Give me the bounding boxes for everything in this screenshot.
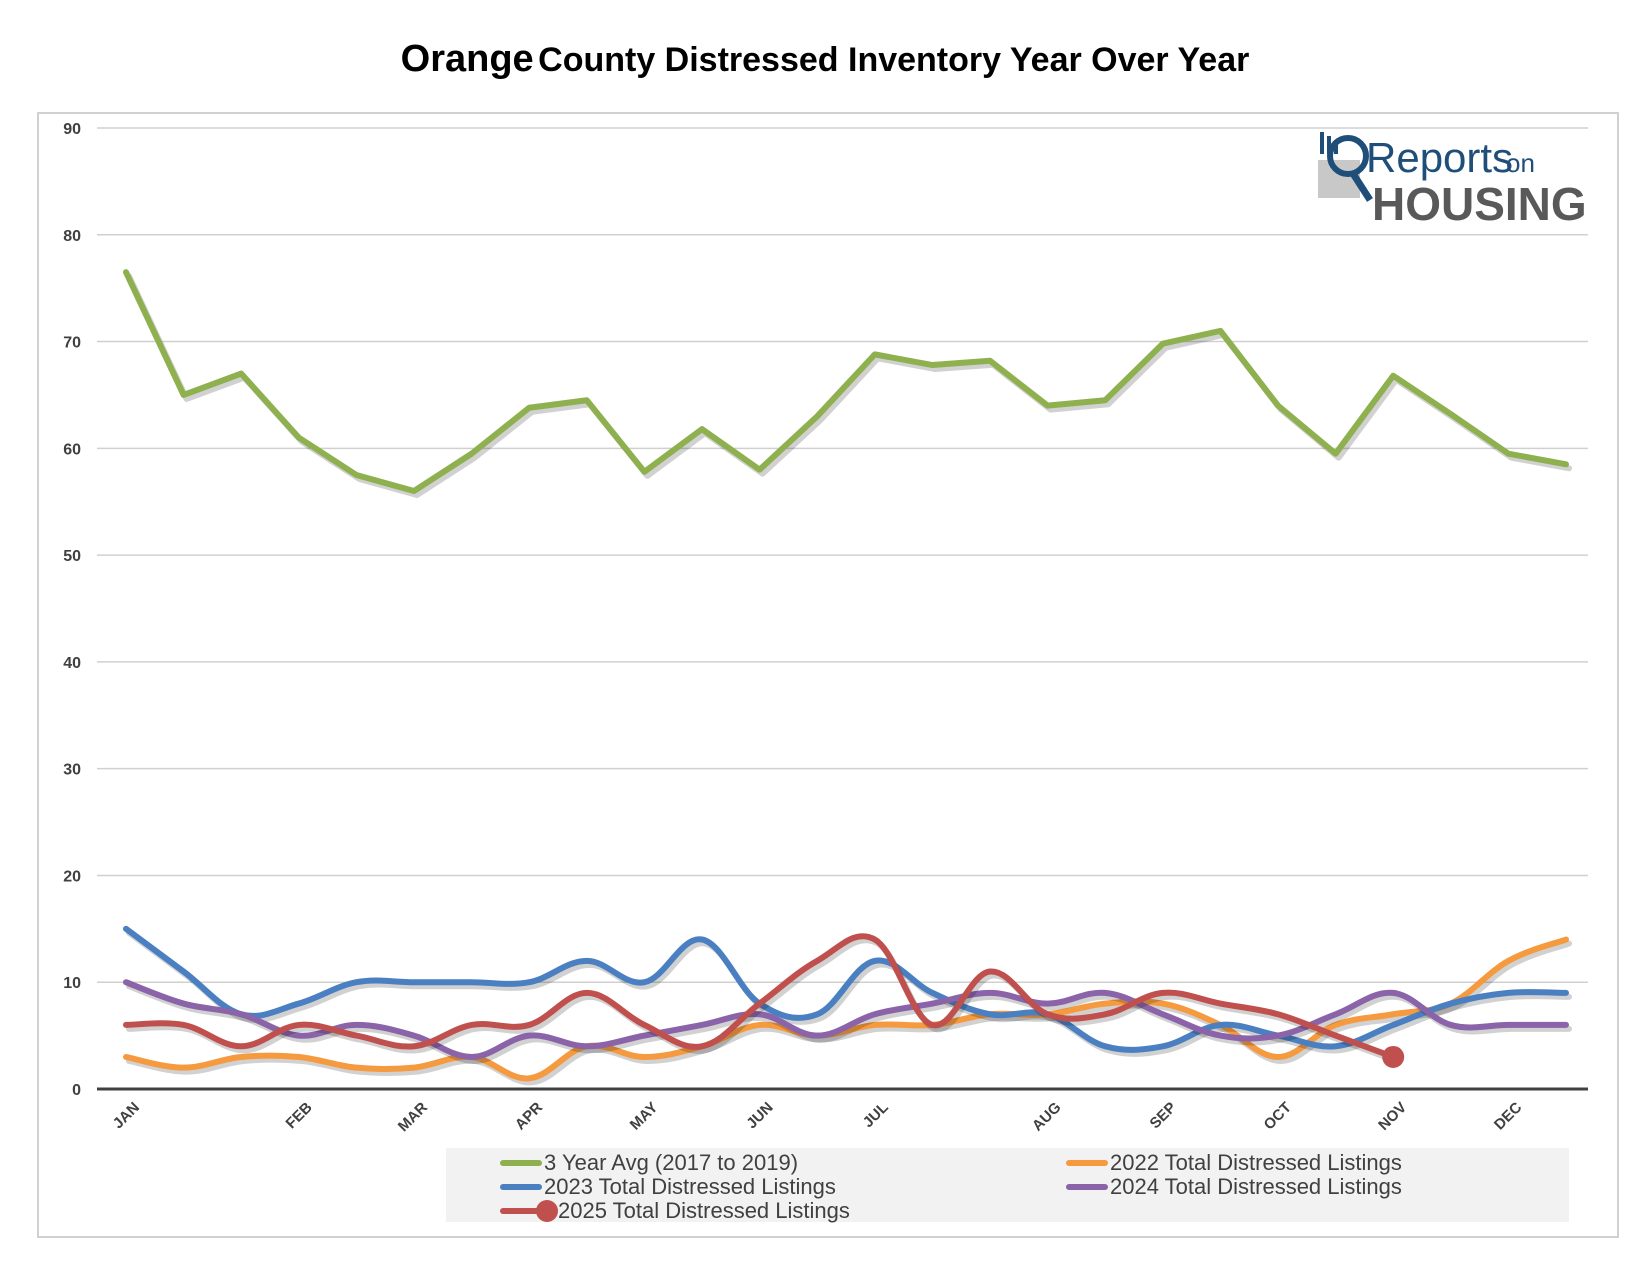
series-lines [123, 269, 1572, 1086]
y-tick-label: 10 [63, 975, 81, 992]
logo-bar-1 [1320, 132, 1324, 154]
series-shadow [126, 929, 1572, 1057]
legend-label: 2025 Total Distressed Listings [558, 1198, 850, 1223]
x-tick-label: DEC [1491, 1099, 1526, 1134]
series-line-3 [123, 979, 1569, 1060]
x-tick-label: JAN [110, 1099, 143, 1132]
series-line-1 [123, 936, 1569, 1082]
series-line-2 [123, 925, 1569, 1053]
y-tick-label: 40 [63, 655, 81, 672]
y-tick-label: 60 [63, 441, 81, 458]
x-tick-label: SEP [1147, 1099, 1180, 1132]
chart-title: Orange County Distressed Inventory Year … [0, 38, 1650, 81]
legend-label: 2024 Total Distressed Listings [1110, 1174, 1402, 1199]
logo-magnifier-icon [1327, 135, 1369, 177]
logo-magnifier-handle [1349, 170, 1373, 202]
y-tick-label: 70 [63, 335, 81, 352]
x-tick-label: AUG [1029, 1099, 1065, 1135]
x-tick-label: MAY [627, 1099, 662, 1134]
x-tick-label: JUL [860, 1099, 892, 1131]
legend-label: 2022 Total Distressed Listings [1110, 1150, 1402, 1175]
legend-label: 3 Year Avg (2017 to 2019) [544, 1150, 798, 1175]
x-tick-label: MAR [395, 1099, 431, 1135]
series-shadow [126, 937, 1400, 1064]
chart-title-first-word: Orange [400, 38, 534, 80]
x-axis-tick-labels: JAN FEB MAR APR MAY JUN JUL AUG SEP OCT NOV DEC [110, 1099, 1526, 1135]
series-line-4 [123, 933, 1397, 1060]
logo-on-text: on [1506, 148, 1535, 178]
series-shadow [126, 983, 1572, 1064]
y-tick-label: 50 [63, 548, 81, 565]
series-shadow [126, 940, 1572, 1086]
x-tick-label: OCT [1261, 1099, 1295, 1133]
reports-on-housing-logo: Reports on HOUSING [1318, 132, 1587, 230]
legend-background [446, 1148, 1569, 1222]
y-tick-label: 20 [63, 868, 81, 885]
series-last-point-marker [1382, 1045, 1405, 1068]
chart-frame [37, 112, 1619, 1238]
x-tick-label: FEB [283, 1099, 316, 1132]
logo-bar-2 [1327, 136, 1331, 154]
logo-reports-text: Reports [1366, 134, 1513, 181]
logo-housing-text: HOUSING [1372, 178, 1587, 230]
x-tick-label: JUN [743, 1099, 776, 1132]
y-tick-label: 30 [63, 762, 81, 779]
y-tick-label: 80 [63, 228, 81, 245]
legend-label: 2023 Total Distressed Listings [544, 1174, 836, 1199]
x-tick-label: APR [512, 1099, 547, 1134]
series-line-0 [123, 269, 1569, 495]
y-axis-tick-labels: 0 10 20 30 40 50 60 70 80 90 [63, 121, 81, 1099]
legend: 3 Year Avg (2017 to 2019) 2022 Total Dist… [446, 1148, 1569, 1223]
x-tick-label: NOV [1375, 1099, 1410, 1134]
legend-marker [536, 1200, 558, 1222]
chart-title-rest: County Distressed Inventory Year Over Ye… [538, 41, 1250, 79]
logo-bar-3 [1334, 140, 1338, 154]
y-tick-label: 0 [72, 1082, 81, 1099]
y-tick-label: 90 [63, 121, 81, 138]
